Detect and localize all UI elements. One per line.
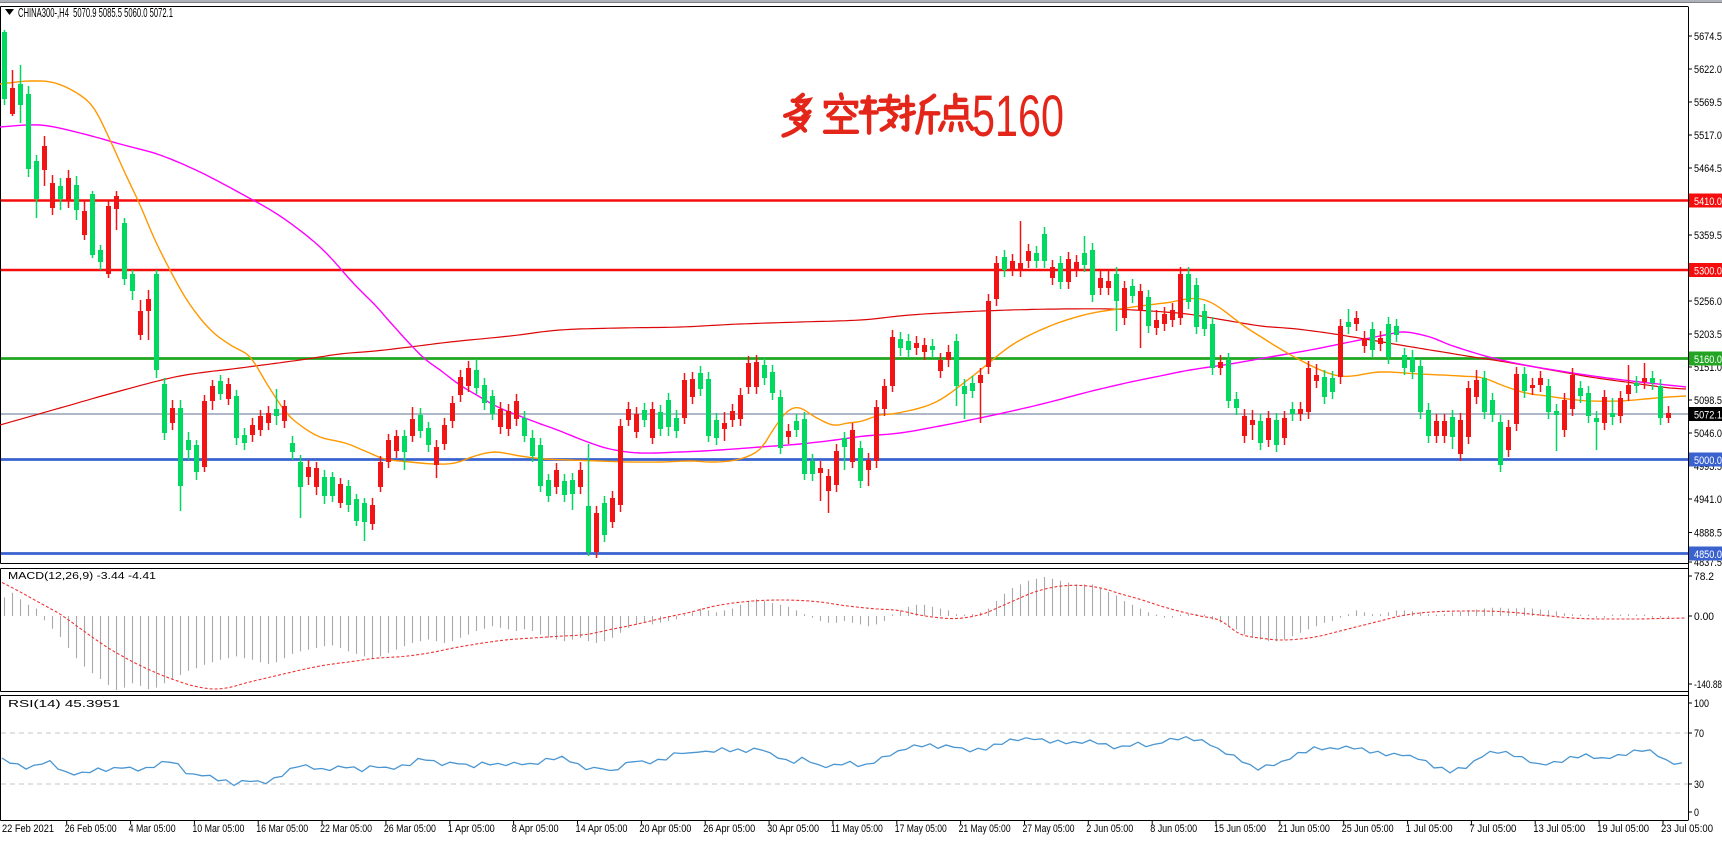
svg-text:23 Jul 05:00: 23 Jul 05:00	[1661, 823, 1713, 835]
svg-text:5072.1: 5072.1	[1694, 410, 1722, 422]
svg-text:5160: 5160	[972, 84, 1064, 149]
svg-text:4888.5: 4888.5	[1694, 528, 1722, 540]
svg-text:1 Apr 05:00: 1 Apr 05:00	[448, 823, 495, 835]
svg-text:2 Jun 05:00: 2 Jun 05:00	[1086, 823, 1133, 835]
svg-text:22 Feb 2021: 22 Feb 2021	[2, 823, 54, 835]
svg-text:30: 30	[1694, 779, 1704, 791]
svg-text:5359.5: 5359.5	[1694, 230, 1722, 242]
svg-text:20 Apr 05:00: 20 Apr 05:00	[639, 823, 691, 835]
svg-text:5160.0: 5160.0	[1694, 354, 1722, 366]
svg-text:5000.0: 5000.0	[1694, 455, 1722, 467]
svg-text:11 May 05:00: 11 May 05:00	[831, 823, 883, 835]
svg-text:-140.88: -140.88	[1694, 679, 1722, 691]
svg-text:1 Jul 05:00: 1 Jul 05:00	[1406, 823, 1453, 835]
svg-text:8 Apr 05:00: 8 Apr 05:00	[512, 823, 559, 835]
svg-text:15 Jun 05:00: 15 Jun 05:00	[1214, 823, 1266, 835]
svg-text:MACD(12,26,9) -3.44 -4.41: MACD(12,26,9) -3.44 -4.41	[8, 570, 156, 582]
svg-text:5203.5: 5203.5	[1694, 329, 1722, 341]
svg-text:19 Jul 05:00: 19 Jul 05:00	[1597, 823, 1649, 835]
svg-text:5622.0: 5622.0	[1694, 64, 1722, 76]
svg-text:0.00: 0.00	[1694, 611, 1714, 623]
svg-text:30 Apr 05:00: 30 Apr 05:00	[767, 823, 819, 835]
svg-text:16 Mar 05:00: 16 Mar 05:00	[256, 823, 308, 835]
svg-text:13 Jul 05:00: 13 Jul 05:00	[1533, 823, 1585, 835]
svg-text:22 Mar 05:00: 22 Mar 05:00	[320, 823, 372, 835]
svg-text:4 Mar 05:00: 4 Mar 05:00	[129, 823, 176, 835]
svg-text:4941.0: 4941.0	[1694, 494, 1722, 506]
svg-text:100: 100	[1694, 698, 1709, 710]
svg-text:26 Mar 05:00: 26 Mar 05:00	[384, 823, 436, 835]
svg-text:78.2: 78.2	[1694, 571, 1714, 583]
svg-text:CHINA300-,H4 5070.9 5085.5 50: CHINA300-,H4 5070.9 5085.5 5060.0 5072.1	[18, 6, 173, 20]
svg-text:5569.5: 5569.5	[1694, 97, 1722, 109]
svg-text:5517.0: 5517.0	[1694, 130, 1722, 142]
svg-text:21 Jun 05:00: 21 Jun 05:00	[1278, 823, 1330, 835]
svg-text:70: 70	[1694, 728, 1704, 740]
svg-text:5464.5: 5464.5	[1694, 163, 1722, 175]
svg-text:5256.0: 5256.0	[1694, 296, 1722, 308]
svg-text:21 May 05:00: 21 May 05:00	[959, 823, 1011, 835]
svg-text:26 Apr 05:00: 26 Apr 05:00	[703, 823, 755, 835]
svg-text:4850.0: 4850.0	[1694, 549, 1722, 561]
svg-text:8 Jun 05:00: 8 Jun 05:00	[1150, 823, 1197, 835]
svg-text:5674.5: 5674.5	[1694, 31, 1722, 43]
svg-text:10 Mar 05:00: 10 Mar 05:00	[192, 823, 244, 835]
svg-text:14 Apr 05:00: 14 Apr 05:00	[576, 823, 628, 835]
svg-text:27 May 05:00: 27 May 05:00	[1023, 823, 1075, 835]
svg-text:0: 0	[1694, 807, 1699, 819]
svg-text:7 Jul 05:00: 7 Jul 05:00	[1469, 823, 1516, 835]
svg-text:26 Feb 05:00: 26 Feb 05:00	[65, 823, 117, 835]
svg-text:5098.5: 5098.5	[1694, 395, 1722, 407]
svg-text:RSI(14) 45.3951: RSI(14) 45.3951	[8, 698, 120, 710]
svg-text:25 Jun 05:00: 25 Jun 05:00	[1342, 823, 1394, 835]
svg-text:5300.0: 5300.0	[1694, 266, 1722, 278]
svg-text:17 May 05:00: 17 May 05:00	[895, 823, 947, 835]
svg-text:5046.0: 5046.0	[1694, 428, 1722, 440]
svg-text:5410.0: 5410.0	[1694, 196, 1722, 208]
